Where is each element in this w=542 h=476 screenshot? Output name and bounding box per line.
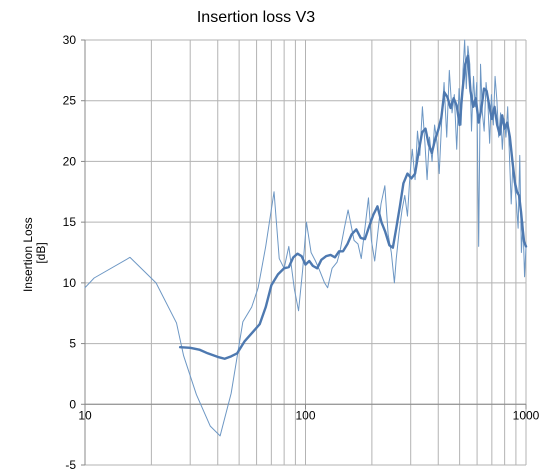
- y-tick-label: 5: [69, 337, 76, 351]
- x-tick-label: 100: [295, 408, 315, 422]
- y-tick-label: 20: [63, 154, 77, 168]
- chart-title: Insertion loss V3: [197, 9, 315, 26]
- y-tick-label: 25: [63, 94, 77, 108]
- y-axis-label: Insertion Loss [dB]: [21, 214, 48, 292]
- y-axis-label-line2: [dB]: [34, 242, 48, 263]
- grid: [84, 39, 527, 466]
- x-tick-label: 10: [78, 408, 92, 422]
- y-tick-label: 30: [63, 33, 77, 47]
- tick-labels: -5 0 5 10 15 20 25 30 10 100 1000: [63, 33, 540, 472]
- axes: [81, 39, 527, 466]
- y-tick-label: -5: [65, 458, 76, 472]
- raw-series-line: [84, 39, 527, 437]
- y-axis-label-line1: Insertion Loss: [21, 217, 35, 292]
- y-tick-label: 10: [63, 276, 77, 290]
- y-tick-label: 15: [63, 215, 77, 229]
- smoothed-series-line: [178, 54, 528, 360]
- y-tick-label: 0: [69, 397, 76, 411]
- series: [84, 39, 528, 437]
- x-tick-label: 1000: [513, 408, 540, 422]
